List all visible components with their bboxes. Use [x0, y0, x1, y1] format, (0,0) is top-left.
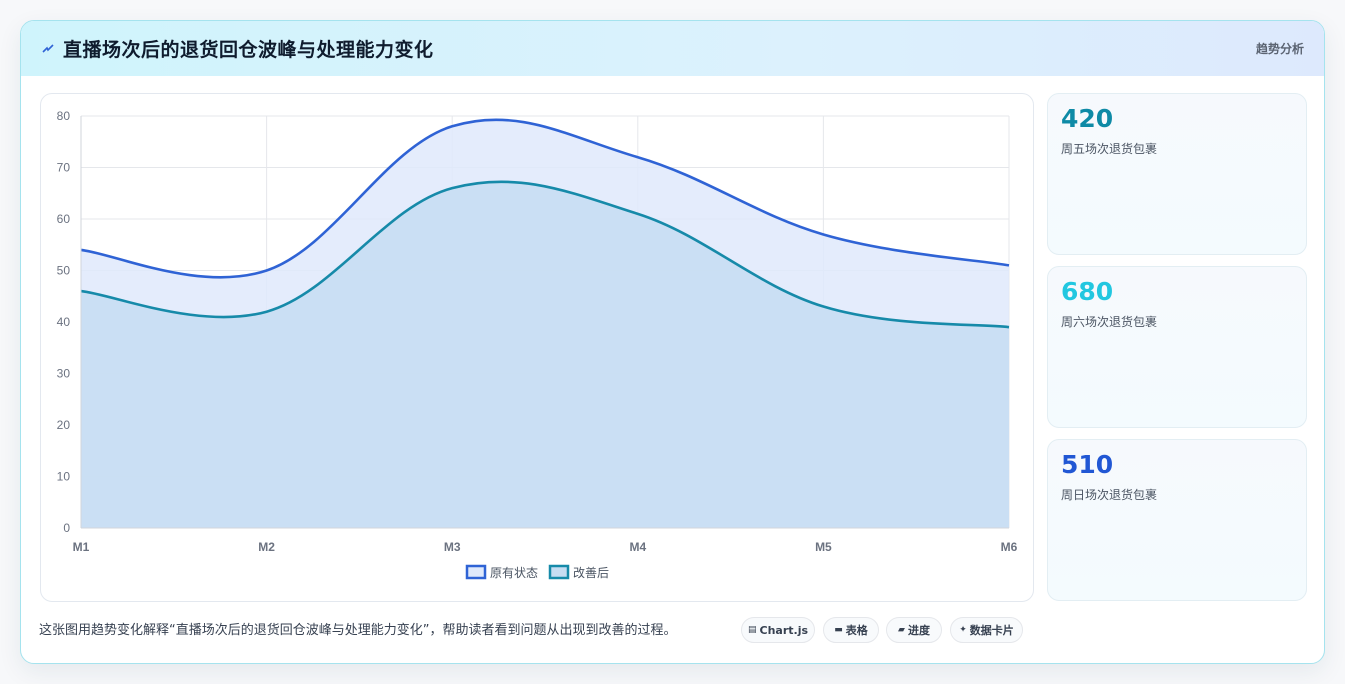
legend-swatch-0	[465, 564, 487, 580]
y-tick-label: 10	[57, 470, 71, 484]
y-tick-label: 20	[57, 418, 71, 432]
stat-value: 510	[1061, 450, 1114, 479]
card-header: 直播场次后的退货回仓波峰与处理能力变化 趋势分析	[21, 21, 1324, 76]
y-tick-label: 30	[57, 367, 71, 381]
legend-label-1: 改善后	[573, 565, 609, 580]
chip-progress[interactable]: ▰ 进度	[886, 617, 942, 643]
y-tick-label: 40	[57, 315, 71, 329]
table-icon: ▬	[834, 625, 843, 635]
series-line-0	[80, 118, 1010, 279]
chart-card: 直播场次后的退货回仓波峰与处理能力变化 趋势分析 0 10 20 30 40 50 60 70…	[20, 20, 1325, 664]
sparkle-icon: ✦	[959, 625, 967, 635]
y-tick-label: 80	[57, 109, 71, 123]
page-title: 直播场次后的退货回仓波峰与处理能力变化	[63, 39, 434, 61]
x-tick-label: M5	[815, 540, 832, 554]
progress-icon: ▰	[898, 625, 905, 635]
chip-label: Chart.js	[759, 623, 809, 637]
chart-icon: ▤	[747, 625, 757, 635]
stat-card-friday: 420 周五场次退货包裹	[1047, 93, 1307, 255]
x-tick-label: M2	[258, 540, 275, 554]
lightning-icon	[41, 42, 55, 56]
stat-label: 周五场次退货包裹	[1061, 142, 1158, 156]
chip-table[interactable]: ▬ 表格	[823, 617, 879, 643]
series-area-1	[81, 181, 1009, 528]
stat-value: 420	[1061, 104, 1114, 133]
series-line-1	[80, 180, 1010, 329]
chip-label: 进度	[907, 624, 930, 637]
x-tick-label: M6	[1001, 540, 1018, 554]
stat-card-sunday: 510 周日场次退货包裹	[1047, 439, 1307, 601]
y-tick-label: 70	[57, 161, 71, 175]
x-tick-label: M3	[444, 540, 461, 554]
trend-analysis-label[interactable]: 趋势分析	[1255, 42, 1304, 56]
y-tick-label: 0	[63, 521, 70, 535]
x-tick-label: M1	[73, 540, 90, 554]
legend-label-0: 原有状态	[490, 566, 538, 580]
chip-data-cards[interactable]: ✦ 数据卡片	[950, 617, 1023, 643]
stat-label: 周六场次退货包裹	[1061, 315, 1158, 329]
y-tick-label: 50	[57, 264, 71, 278]
chart-panel: 0 10 20 30 40 50 60 70 80 M1 M2 M3 M4 M5 M6 原有状态 改善后	[40, 93, 1034, 602]
chip-label: 数据卡片	[969, 624, 1014, 637]
chip-label: 表格	[845, 624, 868, 637]
stat-value: 680	[1061, 277, 1114, 306]
chip-chartjs[interactable]: ▤ Chart.js	[741, 617, 815, 643]
x-tick-label: M4	[629, 540, 646, 554]
legend-swatch-1	[548, 564, 570, 580]
stat-label: 周日场次退货包裹	[1061, 488, 1158, 502]
chart-description: 这张图用趋势变化解释“直播场次后的退货回仓波峰与处理能力变化”，帮助读者看到问题…	[39, 623, 677, 638]
y-tick-label: 60	[57, 212, 71, 226]
stat-card-saturday: 680 周六场次退货包裹	[1047, 266, 1307, 428]
area-chart: 0 10 20 30 40 50 60 70 80 M1 M2 M3 M4 M5 M6 原有状态 改善后	[57, 109, 1018, 580]
